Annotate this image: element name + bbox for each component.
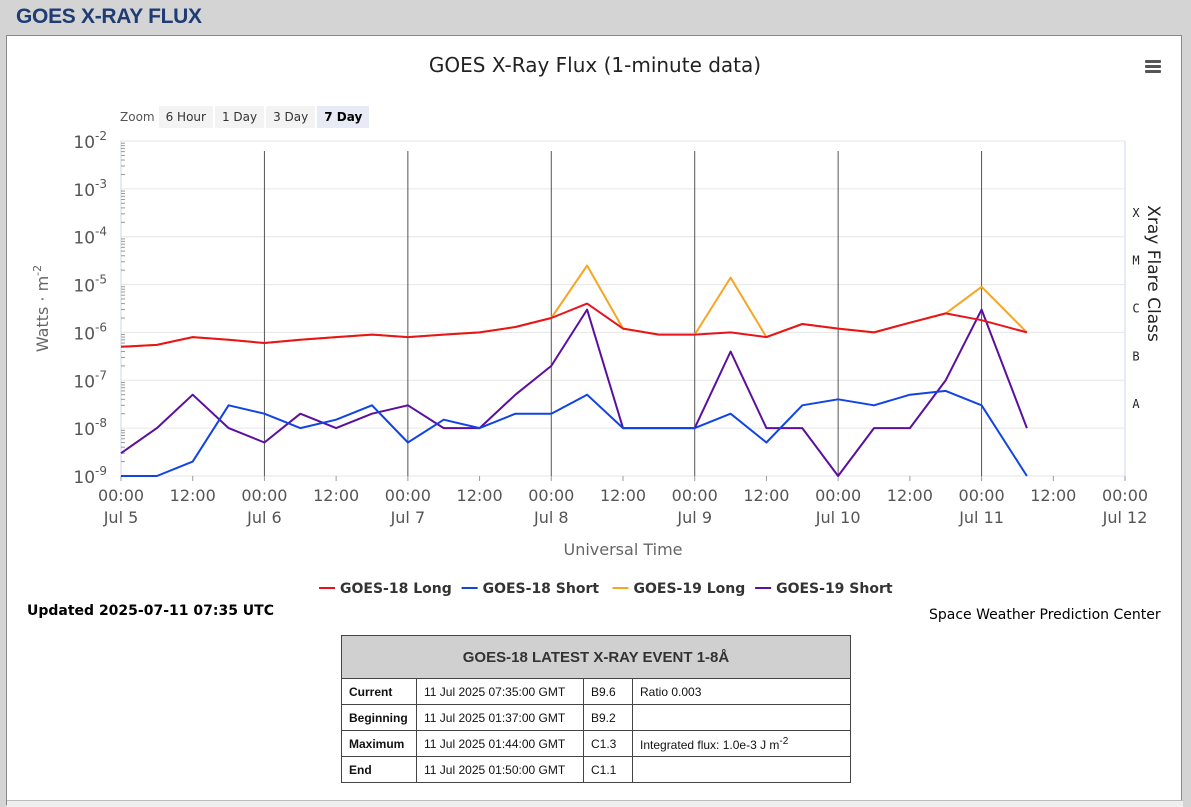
zoom-3-day-button[interactable]: 3 Day: [266, 106, 316, 128]
y-axis-title: Watts · m-2: [31, 265, 52, 352]
x-tick-label: 12:00: [887, 486, 933, 505]
x-tick-date-label: Jul 6: [246, 508, 282, 527]
series-line-goes-18-short: [121, 389, 1028, 477]
flare-class-label: X: [1132, 206, 1140, 220]
x-tick-label: 12:00: [170, 486, 216, 505]
series-line-goes-19-short: [120, 308, 1028, 477]
xray-flux-chart: 10-210-310-410-510-610-710-810-900:00Jul…: [31, 129, 1163, 597]
x-tick-label: 00:00: [241, 486, 287, 505]
table-row: Beginning 11 Jul 2025 01:37:00 GMT B9.2: [341, 704, 851, 731]
legend-item[interactable]: GOES-18 Short: [483, 581, 600, 597]
x-tick-date-label: Jul 10: [815, 508, 861, 527]
row-extra: [632, 756, 851, 783]
x-tick-date-label: Jul 9: [676, 508, 712, 527]
row-time: 11 Jul 2025 07:35:00 GMT: [416, 678, 584, 705]
chart-panel: GOES X-Ray Flux (1-minute data) Zoom 6 H…: [6, 35, 1183, 807]
y-tick-label: 10-5: [73, 273, 107, 297]
row-extra: Integrated flux: 1.0e-3 J m-2: [632, 730, 851, 757]
credit-text: Space Weather Prediction Center: [929, 607, 1161, 623]
zoom-7-day-button[interactable]: 7 Day: [317, 106, 370, 128]
event-table-title: GOES-18 LATEST X-RAY EVENT 1-8Å: [341, 635, 851, 679]
x-tick-label: 00:00: [959, 486, 1005, 505]
chart-title: GOES X-Ray Flux (1-minute data): [428, 53, 762, 77]
row-class: C1.3: [583, 730, 633, 757]
x-tick-label: 12:00: [1030, 486, 1076, 505]
y-tick-label: 10-4: [73, 225, 107, 249]
row-time: 11 Jul 2025 01:50:00 GMT: [416, 756, 584, 783]
right-axis-title: Xray Flare Class: [1143, 205, 1163, 342]
zoom-selector: Zoom 6 Hour 1 Day 3 Day 7 Day: [120, 105, 371, 129]
bottom-scroll-bar: [7, 800, 1183, 807]
row-label: Beginning: [341, 704, 417, 731]
x-tick-label: 00:00: [98, 486, 144, 505]
y-tick-label: 10-9: [73, 464, 107, 488]
table-row: Maximum 11 Jul 2025 01:44:00 GMT C1.3 In…: [341, 730, 851, 757]
zoom-1-day-button[interactable]: 1 Day: [214, 106, 265, 128]
x-tick-label: 00:00: [672, 486, 718, 505]
row-time: 11 Jul 2025 01:37:00 GMT: [416, 704, 584, 731]
row-extra: [632, 704, 851, 731]
y-tick-label: 10-6: [73, 320, 107, 344]
zoom-label: Zoom: [120, 110, 155, 124]
x-tick-label: 12:00: [457, 486, 503, 505]
updated-timestamp: Updated 2025-07-11 07:35 UTC: [27, 603, 274, 619]
x-tick-date-label: Jul 7: [390, 508, 426, 527]
x-tick-label: 00:00: [385, 486, 431, 505]
row-class: B9.6: [583, 678, 633, 705]
row-class: B9.2: [583, 704, 633, 731]
row-class: C1.1: [583, 756, 633, 783]
flare-class-label: M: [1132, 254, 1139, 268]
y-tick-label: 10-7: [73, 368, 107, 392]
zoom-6-hour-button[interactable]: 6 Hour: [158, 106, 213, 128]
x-tick-date-label: Jul 8: [533, 508, 569, 527]
y-tick-label: 10-3: [73, 177, 107, 201]
x-tick-date-label: Jul 11: [958, 508, 1004, 527]
row-label: Current: [341, 678, 417, 705]
table-row: End 11 Jul 2025 01:50:00 GMT C1.1: [341, 756, 851, 783]
page-title: GOES X-RAY FLUX: [16, 5, 202, 28]
x-axis-title: Universal Time: [563, 540, 682, 559]
x-tick-label: 12:00: [743, 486, 789, 505]
y-tick-label: 10-2: [73, 129, 107, 153]
y-tick-label: 10-8: [73, 416, 107, 440]
x-tick-label: 00:00: [528, 486, 574, 505]
hamburger-menu-icon[interactable]: [1145, 60, 1161, 74]
row-label: End: [341, 756, 417, 783]
row-label: Maximum: [341, 730, 417, 757]
row-extra-text: Integrated flux: 1.0e-3 J m: [640, 737, 780, 752]
series-line-goes-18-long: [120, 302, 1028, 348]
row-extra: Ratio 0.003: [632, 678, 851, 705]
x-tick-date-label: Jul 12: [1102, 508, 1148, 527]
event-table: GOES-18 LATEST X-RAY EVENT 1-8Å Current …: [341, 635, 851, 783]
x-tick-label: 12:00: [313, 486, 359, 505]
table-row: Current 11 Jul 2025 07:35:00 GMT B9.6 Ra…: [341, 678, 851, 705]
x-tick-date-label: Jul 5: [103, 508, 139, 527]
x-tick-label: 12:00: [600, 486, 646, 505]
legend-item[interactable]: GOES-19 Long: [634, 581, 746, 597]
row-time: 11 Jul 2025 01:44:00 GMT: [416, 730, 584, 757]
flare-class-label: B: [1132, 349, 1139, 363]
legend-item[interactable]: GOES-18 Long: [340, 581, 452, 597]
legend-item[interactable]: GOES-19 Short: [776, 581, 893, 597]
x-tick-label: 00:00: [815, 486, 861, 505]
flare-class-label: A: [1132, 397, 1140, 411]
x-tick-label: 00:00: [1102, 486, 1148, 505]
flare-class-label: C: [1132, 302, 1139, 316]
row-extra-sup: -2: [779, 735, 789, 747]
